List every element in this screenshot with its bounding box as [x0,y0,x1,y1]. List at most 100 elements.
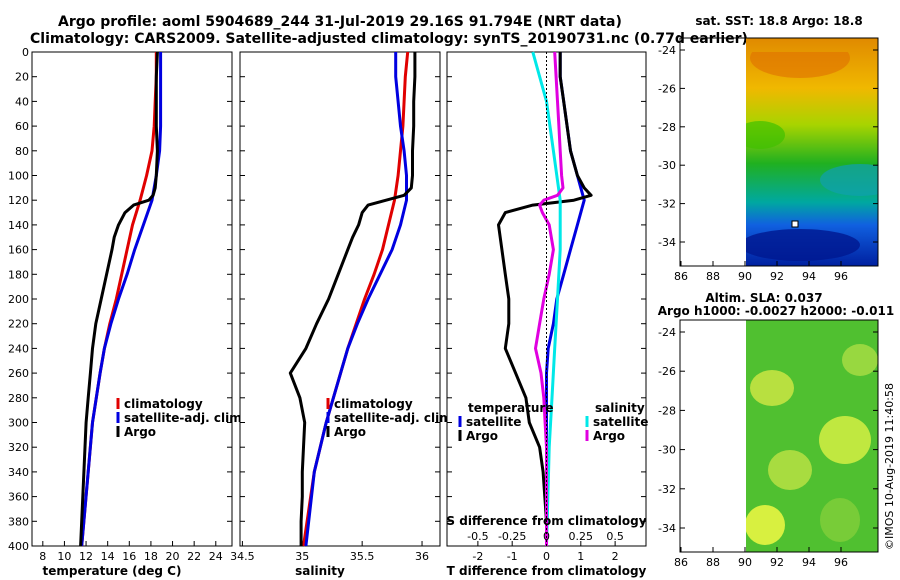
sst-title: sat. SST: 18.8 Argo: 18.8 [695,14,862,28]
temp-xtick-label: 12 [79,550,93,563]
temp-frame [31,51,233,547]
diff-top-tick-label: -0.5 [467,530,488,543]
depth-tick-label: 260 [8,367,29,380]
map-xtick-label: 96 [834,270,848,283]
sst-green-patch [746,121,785,149]
sla-blob [768,450,812,490]
map-xtick-label: 86 [674,556,688,569]
sal-xtick-label: 36 [415,550,429,563]
diff-top-tick-label: 0 [543,530,550,543]
temp-xtick-label: 24 [209,550,223,563]
map-ytick-label: -28 [658,121,676,134]
sst-map: 86 88 90 92 94 96 -24 -26 -28 -30 -32 -34 [658,37,879,283]
diff-xtick-label: 0 [543,550,550,563]
map-xtick-label: 94 [802,270,816,283]
sst-frame [679,37,879,267]
map-ytick-label: -28 [658,404,676,417]
diff-panel: -2 -1 0 1 2T difference from climatology temp… [446,51,648,578]
map-ytick-label: -34 [658,522,676,535]
depth-tick-label: 0 [22,46,29,59]
temp-xtick-label: 20 [166,550,180,563]
header-line-1: Argo profile: aoml 5904689_244 31-Jul-20… [58,14,622,30]
diff-legend-sal-title: salinity [595,401,645,415]
diff-top-tick-label: 0.25 [569,530,594,543]
sst-cool-patch [820,164,878,196]
sst-deep-patch [746,229,860,261]
sal-xtick-label: 34.5 [230,550,255,563]
diff-series-salinity-argo [534,51,565,546]
argo-float-marker [791,220,799,228]
header-line-2: Climatology: CARS2009. Satellite-adjuste… [30,31,748,47]
diff-top-xlabel: S difference from climatology [446,514,646,528]
map-ytick-label: -34 [658,236,676,249]
temp-series-argo [79,51,159,547]
map-ytick-label: -30 [658,444,676,457]
temp-xlabel: temperature (deg C) [43,564,182,578]
temp-xtick-label: 18 [144,550,158,563]
diff-legend-label: satellite [593,415,648,429]
map-ytick-label: -24 [658,44,676,57]
temp-panel: 0 20 40 60 80 100 120 140 160 180 200 220 240 260 280 3… [8,46,246,578]
sla-subtitle: Argo h1000: -0.0027 h2000: -0.011 [658,304,894,318]
diff-legend-temp-title: temperature [468,401,553,415]
diff-xtick-label: 1 [577,550,584,563]
diff-legend-label: Argo [466,429,498,443]
map-xtick-label: 92 [770,556,784,569]
sla-frame [679,319,879,553]
depth-tick-label: 360 [8,491,29,504]
temp-legend-label: climatology [124,397,203,411]
sla-blob [750,370,794,406]
map-xtick-label: 94 [802,556,816,569]
sal-legend-label: satellite-adj. clim. [334,411,456,425]
diff-series-salinity-satellite [531,51,562,547]
temp-xtick-label: 16 [122,550,136,563]
sal-series-satellite-adj-clim- [304,52,408,547]
diff-top-tick-label: 0.5 [606,530,624,543]
diff-legend-label: Argo [593,429,625,443]
depth-tick-label: 220 [8,318,29,331]
sal-panel: 34.5 35 35.5 36 salinity climatologysatellite… [230,51,456,578]
map-ytick-label: -24 [658,326,676,339]
sal-xlabel: salinity [295,564,345,578]
depth-tick-label: 80 [15,145,29,158]
sla-blob [820,498,860,542]
diff-xtick-label: -2 [472,550,483,563]
depth-tick-label: 20 [15,71,29,84]
temp-legend-label: satellite-adj. clim. [124,411,246,425]
temp-series-satellite-adj-clim- [80,52,163,547]
depth-tick-label: 300 [8,417,29,430]
diff-series-temperature-argo [497,52,593,546]
diff-xtick-label: -1 [507,550,518,563]
sla-blob [819,416,871,464]
depth-tick-label: 40 [15,95,29,108]
depth-tick-label: 320 [8,441,29,454]
depth-tick-label: 340 [8,466,29,479]
depth-tick-label: 240 [8,342,29,355]
diff-xlabel: T difference from climatology [447,564,647,578]
map-ytick-label: -26 [658,365,676,378]
depth-tick-label: 60 [15,120,29,133]
map-ytick-label: -32 [658,483,676,496]
diff-top-tick-label: -0.25 [498,530,526,543]
sla-title: Altim. SLA: 0.037 [705,291,822,305]
map-xtick-label: 86 [674,270,688,283]
map-xtick-label: 90 [738,556,752,569]
map-ytick-label: -30 [658,159,676,172]
temp-xtick-label: 10 [57,550,71,563]
temp-legend-label: Argo [124,425,156,439]
depth-tick-label: 160 [8,244,29,257]
sla-blob [746,505,785,545]
map-xtick-label: 88 [706,556,720,569]
depth-tick-label: 140 [8,219,29,232]
depth-tick-label: 100 [8,170,29,183]
sal-legend-label: Argo [334,425,366,439]
sst-warm-patch [750,52,850,78]
map-ytick-label: -32 [658,198,676,211]
temp-xtick-label: 22 [187,550,201,563]
sal-series-argo [288,52,417,546]
map-xtick-label: 92 [770,270,784,283]
map-xtick-label: 96 [834,556,848,569]
map-xtick-label: 88 [706,270,720,283]
sla-map: 86 88 90 92 94 96 -24 -26 -28 -30 -32 -34 [658,319,879,569]
